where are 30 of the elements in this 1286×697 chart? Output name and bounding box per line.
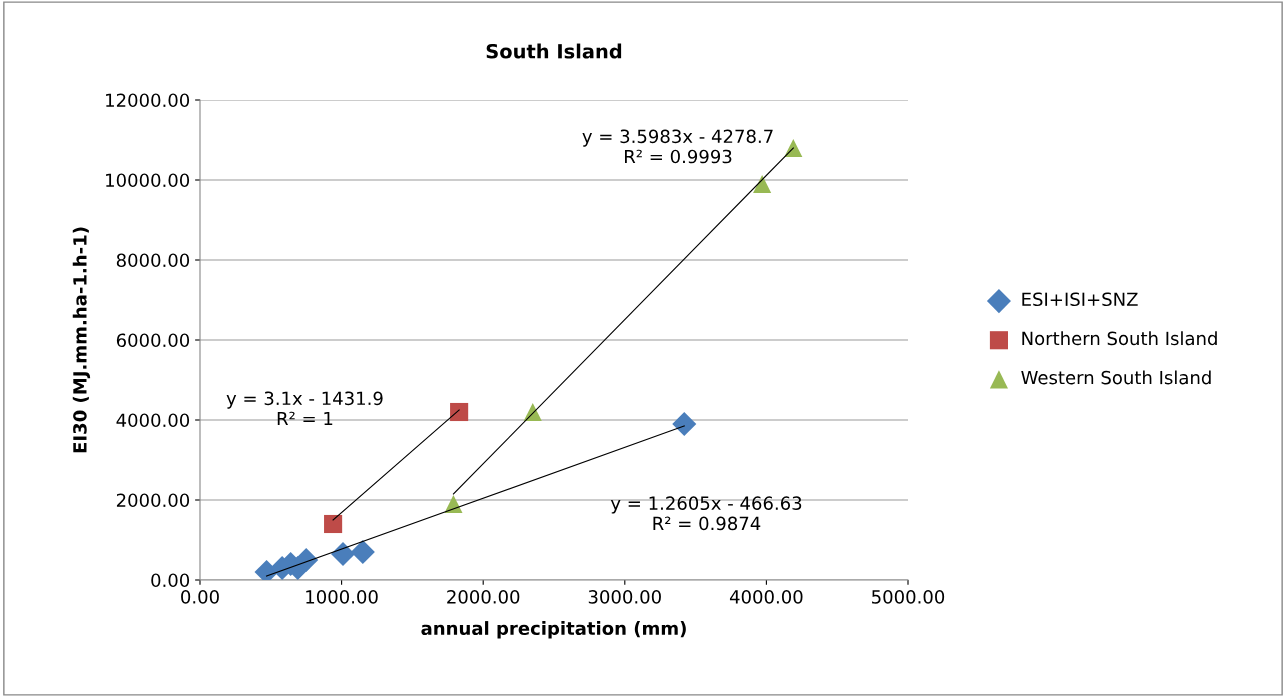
y-tick-label: 0.00 (151, 573, 190, 588)
annotation: y = 3.1x - 1431.9 R² = 1 (226, 391, 383, 426)
legend-label: Western South Island (1021, 370, 1211, 385)
annotation: y = 1.2605x - 466.63 R² = 0.9874 (610, 496, 802, 531)
x-tick-label: 0.00 (181, 590, 219, 604)
y-tick-label: 4000.00 (116, 413, 190, 428)
point (753, 174, 772, 194)
x-tick-label: 2000.00 (447, 590, 520, 604)
legend-label: Northern South Island (1022, 331, 1217, 346)
y-tick-label: 2000.00 (116, 493, 190, 508)
point (523, 402, 542, 422)
x-axis-title: annual precipitation (mm) (421, 621, 686, 639)
point (294, 547, 319, 573)
point (672, 411, 697, 437)
chart-title: South Island (486, 43, 622, 59)
x-tick-label: 4000.00 (729, 590, 803, 604)
legend-label: ESI+ISI+SNZ (1022, 292, 1138, 307)
x-tick-label: 1000.00 (306, 590, 378, 604)
y-tick-label: 12000.00 (106, 93, 190, 108)
y-tick-label: 10000.00 (106, 173, 190, 188)
y-tick-label: 8000.00 (116, 253, 190, 268)
annotation: y = 3.5983x - 4278.7 R² = 0.9993 (582, 129, 773, 164)
point (450, 402, 469, 422)
y-tick-label: 6000.00 (116, 333, 190, 348)
point (330, 541, 356, 567)
y-axis-title: EI30 (MJ.mm.ha-1.h-1) (72, 227, 91, 453)
point (324, 514, 343, 534)
x-tick-label: 5000.00 (872, 590, 945, 604)
point (350, 539, 375, 565)
x-tick-label: 3000.00 (588, 590, 661, 604)
